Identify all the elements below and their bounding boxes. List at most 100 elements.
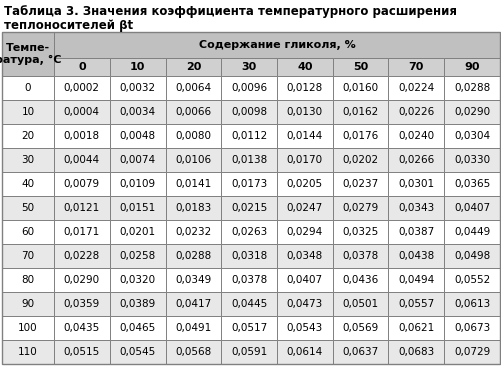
Text: 0,0473: 0,0473 — [286, 299, 322, 309]
Bar — [388, 76, 443, 100]
Bar — [165, 76, 221, 100]
Text: 100: 100 — [18, 323, 38, 333]
Bar — [2, 292, 54, 316]
Text: 0,0378: 0,0378 — [342, 251, 378, 261]
Text: 0,0517: 0,0517 — [230, 323, 267, 333]
Bar — [332, 100, 388, 124]
Text: 0,0445: 0,0445 — [230, 299, 267, 309]
Text: 0,0215: 0,0215 — [230, 203, 267, 213]
Bar — [110, 268, 165, 292]
Bar — [332, 148, 388, 172]
Bar — [2, 172, 54, 196]
Bar — [2, 340, 54, 364]
Text: 70: 70 — [22, 251, 35, 261]
Bar — [2, 148, 54, 172]
Bar — [2, 100, 54, 124]
Bar — [110, 148, 165, 172]
Bar — [54, 58, 110, 76]
Text: 0,0176: 0,0176 — [342, 131, 378, 141]
Text: 0,0378: 0,0378 — [230, 275, 267, 285]
Bar — [277, 100, 332, 124]
Text: 0,0074: 0,0074 — [119, 155, 155, 165]
Text: 0,0279: 0,0279 — [342, 203, 378, 213]
Text: 30: 30 — [22, 155, 35, 165]
Bar — [221, 292, 277, 316]
Text: Содержание гликоля, %: Содержание гликоля, % — [198, 40, 355, 50]
Bar — [443, 340, 499, 364]
Text: 0,0288: 0,0288 — [453, 83, 489, 93]
Text: 0,0064: 0,0064 — [175, 83, 211, 93]
Text: 0,0543: 0,0543 — [286, 323, 322, 333]
Text: 0,0002: 0,0002 — [64, 83, 100, 93]
Bar — [221, 316, 277, 340]
Bar — [332, 340, 388, 364]
Bar — [277, 196, 332, 220]
Bar — [165, 244, 221, 268]
Text: 0,0621: 0,0621 — [397, 323, 434, 333]
Bar — [221, 244, 277, 268]
Bar — [277, 76, 332, 100]
Text: 0,0349: 0,0349 — [175, 275, 211, 285]
Bar — [165, 58, 221, 76]
Text: 0,0294: 0,0294 — [286, 227, 322, 237]
Text: 0,0417: 0,0417 — [175, 299, 211, 309]
Text: 0,0044: 0,0044 — [64, 155, 100, 165]
Text: 30: 30 — [241, 62, 256, 72]
Bar — [388, 316, 443, 340]
Text: 60: 60 — [22, 227, 35, 237]
Text: 0,0109: 0,0109 — [119, 179, 155, 189]
Text: 0,0501: 0,0501 — [342, 299, 378, 309]
Bar — [221, 268, 277, 292]
Bar — [110, 124, 165, 148]
Bar — [54, 32, 499, 58]
Bar — [165, 220, 221, 244]
Text: 0,0202: 0,0202 — [342, 155, 378, 165]
Bar — [277, 124, 332, 148]
Bar — [388, 100, 443, 124]
Text: 0,0205: 0,0205 — [286, 179, 322, 189]
Text: 0,0683: 0,0683 — [397, 347, 434, 357]
Text: 0,0128: 0,0128 — [286, 83, 322, 93]
Text: 0,0673: 0,0673 — [453, 323, 489, 333]
Text: 0,0066: 0,0066 — [175, 107, 211, 117]
Text: 0,0304: 0,0304 — [453, 131, 489, 141]
Text: 0,0318: 0,0318 — [230, 251, 267, 261]
Text: 0,0494: 0,0494 — [397, 275, 434, 285]
Text: 0,0240: 0,0240 — [397, 131, 433, 141]
Text: Таблица 3. Значения коэффициента температурного расширения: Таблица 3. Значения коэффициента темпера… — [4, 5, 456, 18]
Bar — [110, 244, 165, 268]
Bar — [54, 316, 110, 340]
Bar — [277, 172, 332, 196]
Bar — [2, 32, 54, 76]
Text: 0,0498: 0,0498 — [453, 251, 489, 261]
Bar — [221, 340, 277, 364]
Bar — [165, 124, 221, 148]
Text: 0: 0 — [25, 83, 31, 93]
Bar — [110, 340, 165, 364]
Bar — [388, 244, 443, 268]
Text: 0,0435: 0,0435 — [64, 323, 100, 333]
Bar — [221, 172, 277, 196]
Text: 0,0183: 0,0183 — [175, 203, 211, 213]
Bar — [54, 268, 110, 292]
Bar — [165, 172, 221, 196]
Bar — [332, 58, 388, 76]
Bar — [388, 196, 443, 220]
Text: 0,0151: 0,0151 — [119, 203, 155, 213]
Bar — [110, 316, 165, 340]
Bar — [443, 268, 499, 292]
Bar — [332, 244, 388, 268]
Bar — [277, 268, 332, 292]
Text: 0,0232: 0,0232 — [175, 227, 211, 237]
Bar — [443, 316, 499, 340]
Text: 0,0130: 0,0130 — [286, 107, 322, 117]
Text: 10: 10 — [22, 107, 35, 117]
Bar — [54, 340, 110, 364]
Bar — [332, 268, 388, 292]
Bar — [110, 196, 165, 220]
Bar — [221, 58, 277, 76]
Bar — [54, 124, 110, 148]
Text: 0,0258: 0,0258 — [119, 251, 155, 261]
Text: 0,0141: 0,0141 — [175, 179, 211, 189]
Text: 0,0545: 0,0545 — [119, 347, 155, 357]
